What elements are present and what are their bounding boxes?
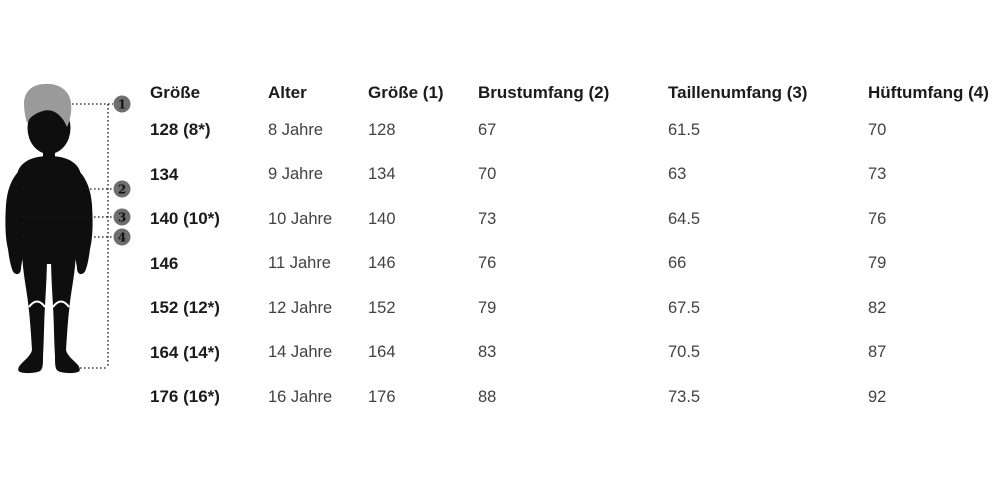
marker-3: 3 — [113, 208, 131, 226]
figure-right-leg — [51, 248, 80, 374]
cell-hip: 79 — [868, 254, 887, 273]
column-header-brustumfang-2: Brustumfang (2) — [478, 83, 610, 102]
column-header-taillenumfang-3: Taillenumfang (3) — [668, 83, 808, 102]
marker-4-number: 4 — [118, 230, 126, 244]
table-row: 140 (10*) 10 Jahre 140 73 64.5 76 — [150, 197, 990, 242]
figure-right-arm — [71, 171, 93, 275]
cell-chest: 76 — [478, 254, 497, 273]
cell-chest: 67 — [478, 120, 497, 139]
marker-4-circle — [113, 228, 131, 246]
cell-size: 140 (10*) — [150, 209, 220, 229]
size-table: Größe Alter Größe (1) Brustumfang (2) Ta… — [150, 78, 990, 420]
cell-age: 14 Jahre — [268, 343, 333, 362]
measurement-lines — [22, 103, 113, 369]
cell-hip: 70 — [868, 120, 887, 139]
table-row: 164 (14*) 14 Jahre 164 83 70.5 87 — [150, 331, 990, 376]
cell-chest: 73 — [478, 209, 497, 228]
cell-size: 134 — [150, 164, 179, 184]
size-guide-figure: 1 2 3 4 — [5, 83, 131, 374]
column-header-alter: Alter — [268, 83, 307, 102]
table-row: 176 (16*) 16 Jahre 176 88 73.5 92 — [150, 375, 990, 420]
table-row: 152 (12*) 12 Jahre 152 79 67.5 82 — [150, 286, 990, 331]
cell-waist: 67.5 — [668, 298, 701, 317]
cell-height: 128 — [368, 120, 396, 139]
cell-age: 8 Jahre — [268, 120, 324, 139]
cell-hip: 92 — [868, 387, 887, 406]
figure-torso — [16, 156, 82, 264]
cell-hip: 87 — [868, 343, 887, 362]
column-header-hueftumfang-4: Hüftumfang (4) — [868, 83, 989, 102]
cell-size: 152 (12*) — [150, 298, 220, 318]
figure-right-knee-highlight — [52, 300, 70, 308]
cell-age: 12 Jahre — [268, 298, 333, 317]
cell-hip: 82 — [868, 298, 887, 317]
marker-4: 4 — [113, 228, 131, 246]
cell-chest: 79 — [478, 298, 497, 317]
figure-left-arm — [5, 171, 27, 275]
cell-height: 176 — [368, 387, 396, 406]
cell-waist: 66 — [668, 254, 687, 273]
marker-3-number: 3 — [118, 210, 126, 224]
table-row: 134 9 Jahre 134 70 63 73 — [150, 153, 990, 198]
cell-size: 146 — [150, 253, 179, 273]
cell-height: 152 — [368, 298, 396, 317]
cell-waist: 61.5 — [668, 120, 701, 139]
cell-size: 128 (8*) — [150, 120, 211, 140]
cell-waist: 64.5 — [668, 209, 701, 228]
marker-3-circle — [113, 208, 131, 226]
figure-hair — [24, 83, 72, 127]
marker-1-circle — [113, 95, 131, 113]
cell-age: 9 Jahre — [268, 165, 324, 184]
cell-hip: 73 — [868, 165, 887, 184]
figure-left-leg — [18, 248, 47, 374]
cell-size: 176 (16*) — [150, 387, 220, 407]
cell-height: 164 — [368, 343, 396, 362]
cell-age: 10 Jahre — [268, 209, 333, 228]
cell-height: 134 — [368, 165, 396, 184]
cell-hip: 76 — [868, 209, 887, 228]
cell-chest: 70 — [478, 165, 497, 184]
cell-waist: 73.5 — [668, 387, 701, 406]
marker-2-circle — [113, 180, 131, 198]
marker-1-number: 1 — [118, 97, 126, 111]
cell-age: 11 Jahre — [268, 254, 331, 273]
table-row: 146 11 Jahre 146 76 66 79 — [150, 242, 990, 287]
marker-2-number: 2 — [118, 182, 126, 196]
cell-chest: 83 — [478, 343, 497, 362]
cell-height: 140 — [368, 209, 396, 228]
column-header-groesse-1: Größe (1) — [368, 83, 444, 102]
cell-age: 16 Jahre — [268, 387, 333, 406]
cell-waist: 63 — [668, 165, 687, 184]
column-header-groesse: Größe — [150, 83, 201, 102]
cell-chest: 88 — [478, 387, 497, 406]
marker-1: 1 — [113, 95, 131, 113]
figure-left-knee-highlight — [28, 300, 46, 308]
marker-2: 2 — [113, 180, 131, 198]
cell-size: 164 (14*) — [150, 342, 220, 362]
cell-waist: 70.5 — [668, 343, 701, 362]
table-row: 128 (8*) 8 Jahre 128 67 61.5 70 — [150, 108, 990, 153]
table-header-row: Größe Alter Größe (1) Brustumfang (2) Ta… — [150, 78, 990, 108]
cell-height: 146 — [368, 254, 396, 273]
